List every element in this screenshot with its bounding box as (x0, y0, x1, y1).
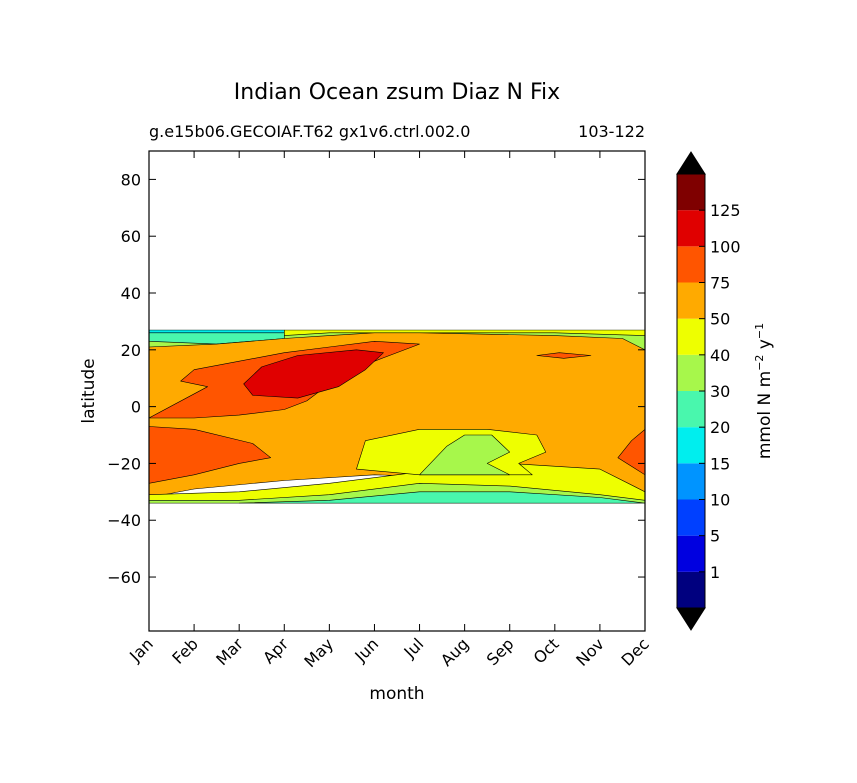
contour-south-teal (238, 491, 645, 504)
x-tick-label: Jun (350, 634, 382, 666)
colorbar-tick-label: 40 (710, 346, 730, 365)
colorbar-tick-label: 15 (710, 454, 730, 473)
chart-title: Indian Ocean zsum Diaz N Fix (234, 80, 560, 105)
x-tick-label: Aug (437, 634, 473, 670)
y-axis-label: latitude (79, 358, 99, 423)
colorbar-segment (677, 210, 705, 247)
x-tick-label: Jul (400, 634, 428, 662)
colorbar-label-main: mmol N m (755, 371, 775, 459)
colorbar-tick-label: 75 (710, 274, 730, 293)
x-axis-label: month (369, 684, 424, 704)
y-axis: 80 60 40 20 0 −20 −40 −60 (107, 170, 645, 587)
chart-subtitle-right: 103-122 (578, 122, 645, 141)
contour-green-tongue (419, 434, 511, 476)
x-tick-label: Mar (212, 634, 247, 669)
colorbar-tick-label: 30 (710, 382, 730, 401)
x-tick-label: Oct (530, 634, 563, 667)
colorbar-tick-label: 50 (710, 310, 730, 329)
x-tick-label: Sep (483, 634, 518, 669)
colorbar-segment (677, 499, 705, 536)
x-tick-label: Apr (259, 634, 292, 667)
plot-frame (148, 150, 646, 632)
colorbar-segment (677, 571, 705, 608)
y-tick-label: 0 (131, 398, 141, 417)
plot-area (148, 150, 646, 632)
y-tick-label: 80 (121, 170, 141, 189)
colorbar-tick-label: 1 (710, 563, 720, 582)
colorbar-segment (677, 282, 705, 319)
contour-orange-sw (149, 426, 272, 484)
colorbar-segment (677, 246, 705, 283)
x-tick-label: Feb (168, 634, 201, 667)
chart-subtitle-left: g.e15b06.GECOIAF.T62 gx1v6.ctrl.002.0 (149, 122, 470, 141)
colorbar-tick-label: 10 (710, 491, 730, 510)
contour-orange-oct (536, 352, 592, 359)
colorbar-segment (677, 354, 705, 391)
colorbar-label: mmol N m−2 y−1 (753, 323, 775, 459)
colorbar-segment (677, 391, 705, 428)
contour-band-cyan (149, 329, 285, 334)
colorbar-segment (677, 535, 705, 572)
x-tick-label: Jan (125, 634, 157, 666)
colorbar-tick-label: 5 (710, 527, 720, 546)
colorbar-over-arrow (676, 151, 706, 175)
colorbar-under-arrow (676, 607, 706, 631)
contour-red-core (243, 349, 384, 399)
colorbar-segment (677, 427, 705, 464)
contour-band-yellow-north (283, 329, 645, 336)
x-tick-label: Dec (617, 634, 652, 669)
colorbar-tick-label: 125 (710, 201, 741, 220)
y-tick-label: −20 (107, 454, 141, 473)
colorbar-segment (677, 174, 705, 211)
colorbar-tick-label: 100 (710, 237, 741, 256)
y-tick-label: 60 (121, 227, 141, 246)
x-tick-label: Nov (572, 634, 608, 670)
colorbar-segment (677, 318, 705, 355)
y-tick-label: −60 (107, 568, 141, 587)
colorbar-label-exp2: −1 (753, 323, 766, 339)
x-tick-label: May (300, 634, 337, 671)
y-tick-label: 40 (121, 284, 141, 303)
contour-field (149, 329, 645, 504)
colorbar-label-mid: y (755, 339, 775, 354)
colorbar-tick-label: 20 (710, 418, 730, 437)
colorbar-label-exp1: −2 (753, 355, 766, 371)
colorbar-segment (677, 463, 705, 500)
y-tick-label: −40 (107, 511, 141, 530)
y-tick-label: 20 (121, 341, 141, 360)
